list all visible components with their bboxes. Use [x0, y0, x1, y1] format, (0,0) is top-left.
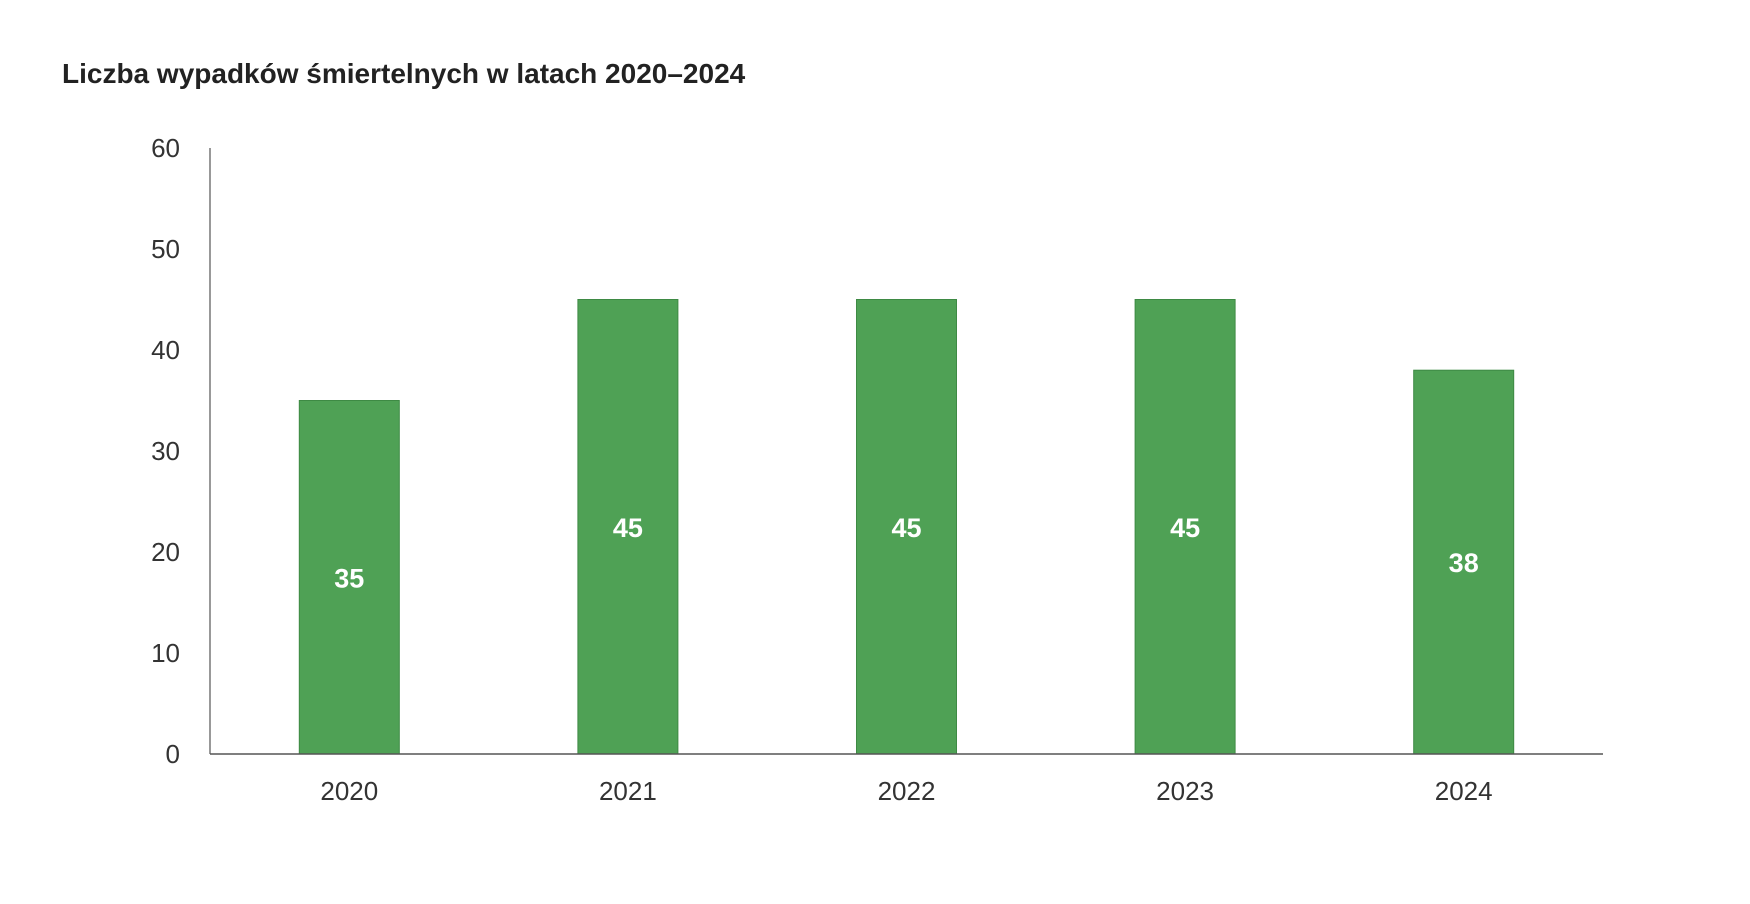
- data-label: 35: [334, 563, 364, 593]
- bars: [298, 299, 1515, 755]
- bar-2021: [577, 299, 679, 755]
- y-tick-label: 0: [166, 739, 180, 769]
- y-tick-label: 20: [151, 537, 180, 567]
- y-tick-label: 30: [151, 436, 180, 466]
- y-tick-label: 50: [151, 234, 180, 264]
- data-label: 38: [1449, 548, 1479, 578]
- x-tick-label: 2021: [599, 776, 657, 806]
- y-tick-label: 10: [151, 638, 180, 668]
- data-label: 45: [891, 513, 921, 543]
- y-axis-ticks: 0 10 20 30 40 50 60: [151, 133, 180, 769]
- y-tick-label: 40: [151, 335, 180, 365]
- x-axis-ticks: 2020 2021 2022 2023 2024: [320, 776, 1492, 806]
- x-tick-label: 2024: [1435, 776, 1493, 806]
- x-tick-label: 2020: [320, 776, 378, 806]
- bar-2020: [298, 400, 400, 755]
- x-tick-label: 2022: [878, 776, 936, 806]
- data-label: 45: [613, 513, 643, 543]
- y-tick-label: 60: [151, 133, 180, 163]
- data-labels: 35 45 45 45 38: [334, 513, 1478, 594]
- bar-2022: [856, 299, 957, 755]
- x-tick-label: 2023: [1156, 776, 1214, 806]
- bar-2023: [1134, 299, 1236, 755]
- data-label: 45: [1170, 513, 1200, 543]
- chart-title: Liczba wypadków śmiertelnych w latach 20…: [62, 58, 746, 89]
